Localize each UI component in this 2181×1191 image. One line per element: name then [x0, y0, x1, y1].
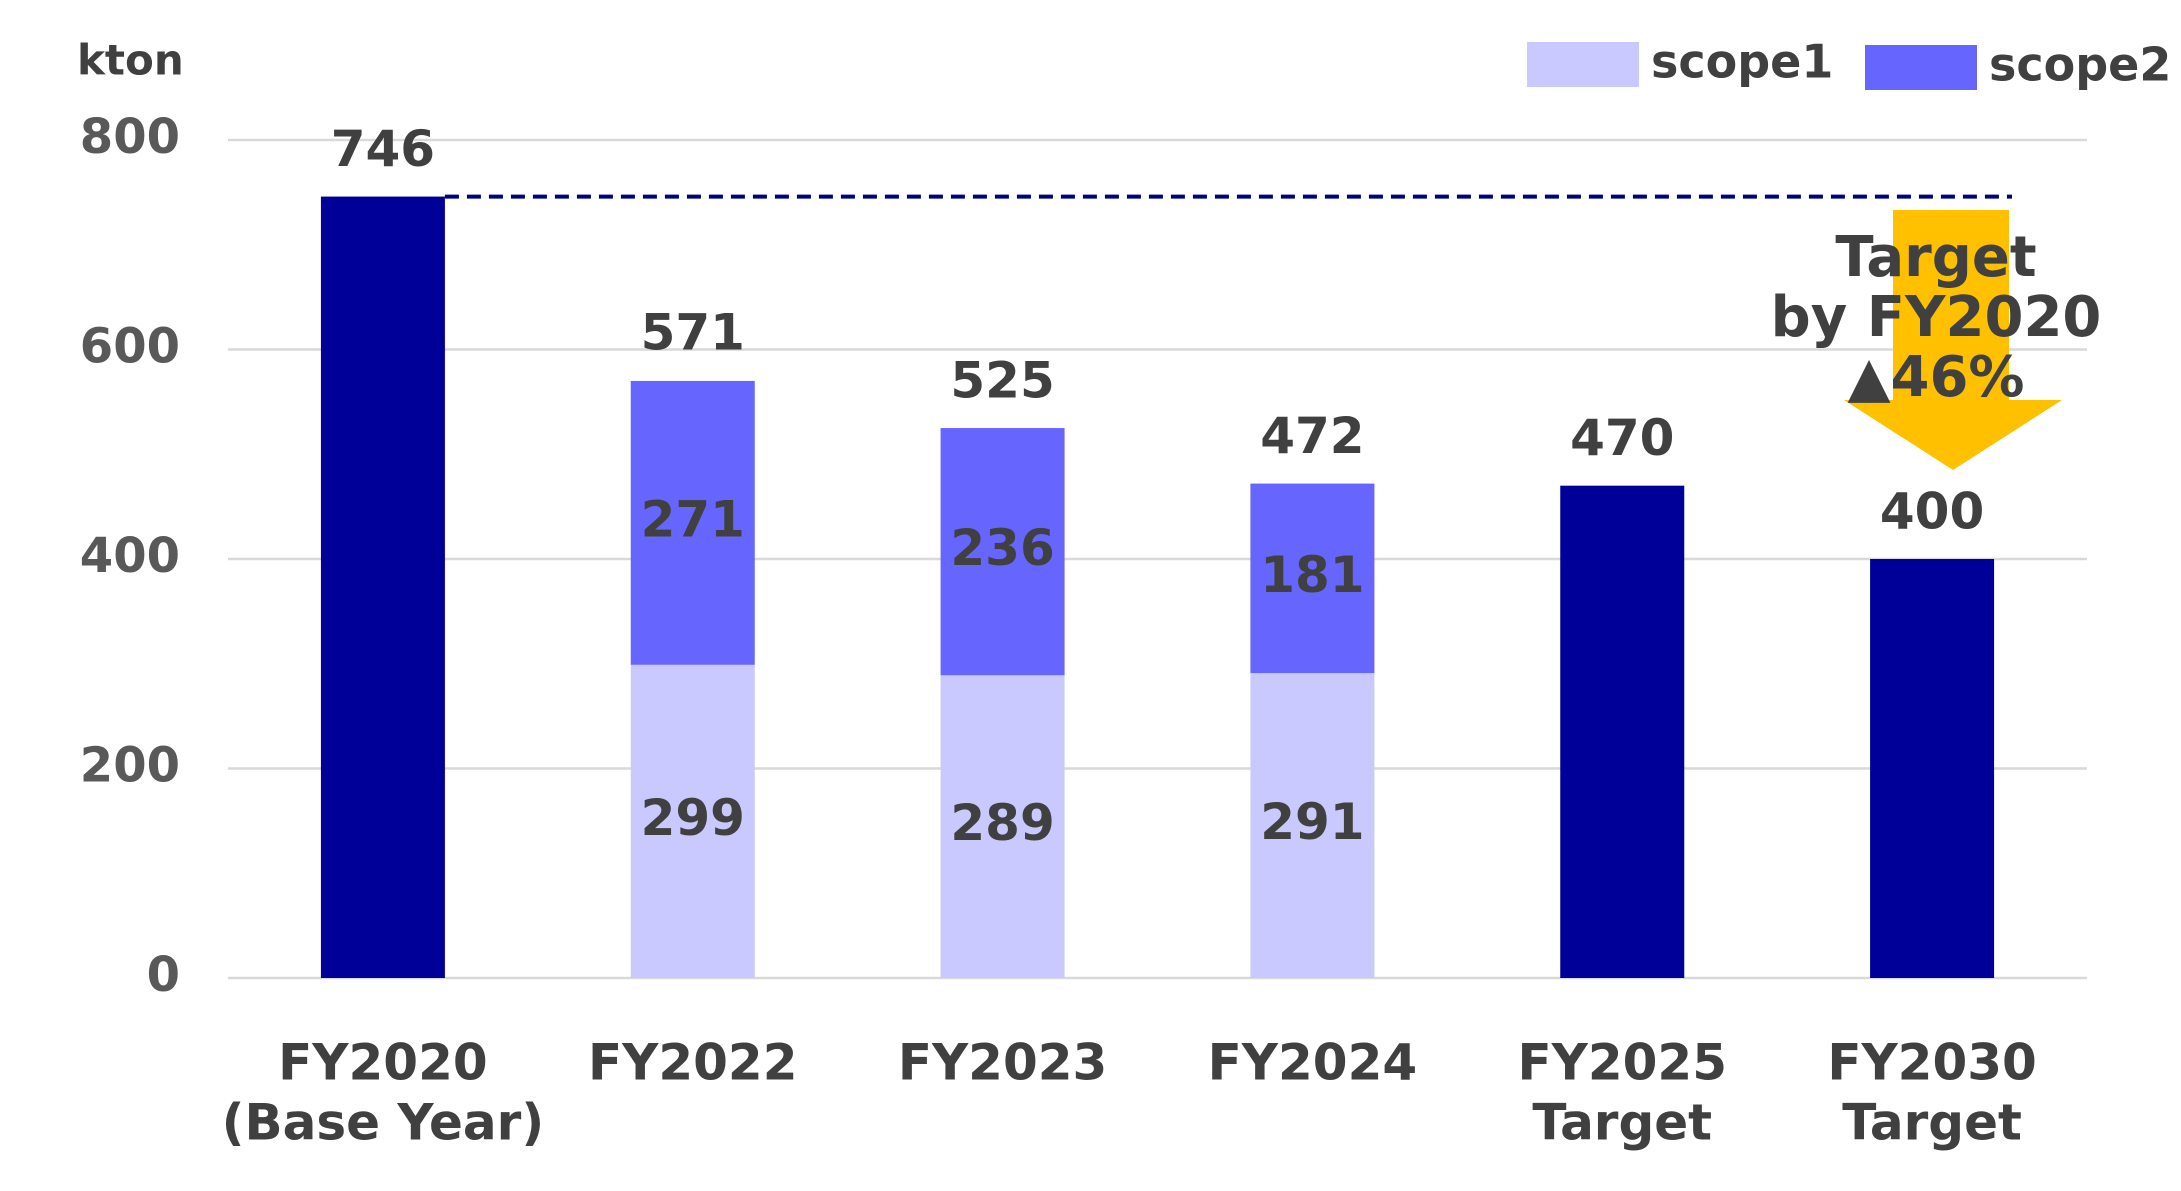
x-tick-label: FY2024: [1208, 1034, 1418, 1092]
value-label: 181: [1260, 546, 1364, 604]
x-tick-label: FY2022: [588, 1034, 798, 1092]
bar-segment: [1250, 673, 1375, 978]
bar: [320, 196, 445, 978]
total-label: 746: [331, 120, 435, 178]
legend-label: scope1: [1651, 35, 1833, 89]
target-arrow: [1844, 210, 2062, 470]
annotation: by FY2020: [1771, 285, 2102, 350]
value-label: 299: [641, 789, 745, 847]
total-label: 400: [1880, 483, 1984, 541]
bar: [1560, 485, 1685, 978]
x-tick-label: FY2025: [1517, 1034, 1727, 1092]
total-label: 472: [1260, 407, 1364, 465]
y-tick-label: 0: [147, 947, 180, 1003]
annotation: ▲46%: [1847, 345, 2024, 410]
x-tick-label: FY2023: [898, 1034, 1108, 1092]
arrow-shape: [1844, 210, 2062, 470]
bar-segment: [630, 380, 755, 665]
legend-swatch: [1527, 42, 1639, 87]
x-tick-label: Target: [1532, 1094, 1712, 1152]
y-tick-label: 600: [80, 319, 180, 375]
value-label: 236: [950, 519, 1054, 577]
bar-segment: [940, 675, 1065, 978]
y-tick-label: 400: [80, 528, 180, 584]
legend-swatch: [1865, 45, 1977, 90]
bar-segment: [630, 664, 755, 978]
y-axis-label: kton: [77, 36, 184, 85]
total-label: 525: [950, 352, 1054, 410]
bar-segment: [1250, 483, 1375, 674]
annotation: Target: [1835, 225, 2036, 290]
value-label: 289: [950, 794, 1054, 852]
legend-label: scope2: [1989, 38, 2171, 92]
x-tick-label: FY2030: [1827, 1034, 2037, 1092]
bar: [1870, 559, 1995, 978]
x-tick-label: (Base Year): [222, 1094, 545, 1152]
y-tick-label: 800: [80, 109, 180, 165]
y-tick-label: 200: [80, 738, 180, 794]
x-tick-label: FY2020: [278, 1034, 488, 1092]
total-label: 470: [1570, 409, 1674, 467]
x-tick-label: Target: [1842, 1094, 2022, 1152]
value-label: 271: [641, 490, 745, 548]
bar-segment: [940, 428, 1065, 676]
value-label: 291: [1260, 793, 1364, 851]
total-label: 571: [641, 303, 745, 361]
